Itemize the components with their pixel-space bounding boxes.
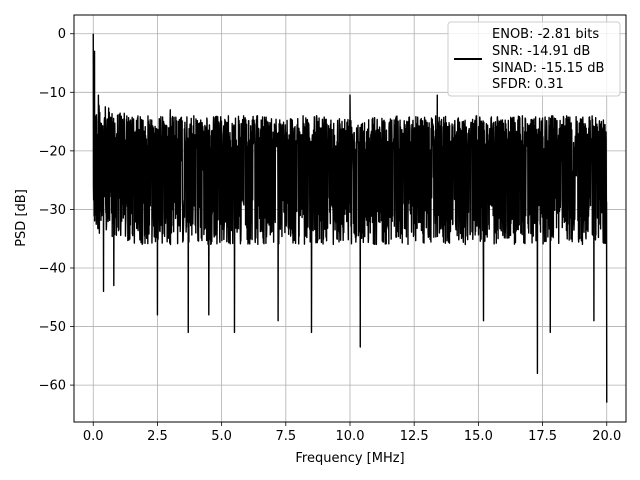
y-axis-label: PSD [dB] (14, 189, 29, 247)
y-tick-label: −10 (39, 86, 66, 101)
x-axis: 0.0 2.5 5.0 7.5 10.0 12.5 15.0 17.5 20.0 (83, 422, 621, 444)
x-tick-label: 7.5 (275, 429, 296, 444)
x-tick-label: 5.0 (211, 429, 232, 444)
legend-entry-enob: ENOB: -2.81 bits (492, 27, 599, 42)
legend-entry-snr: SNR: -14.91 dB (492, 44, 590, 59)
legend-entry-sfdr: SFDR: 0.31 (492, 77, 564, 92)
y-tick-label: −60 (39, 379, 66, 394)
x-tick-label: 17.5 (528, 429, 557, 444)
legend-box (447, 21, 621, 97)
x-tick-label: 10.0 (336, 429, 365, 444)
legend-entry-sinad: SINAD: -15.15 dB (492, 61, 604, 76)
y-tick-label: 0 (58, 27, 66, 42)
psd-series-line (92, 33, 608, 403)
x-tick-label: 2.5 (147, 429, 168, 444)
y-axis: 0 −10 −20 −30 −40 −50 −60 (39, 27, 74, 394)
y-tick-label: −40 (39, 261, 66, 276)
x-tick-label: 20.0 (592, 429, 621, 444)
y-tick-label: −20 (39, 144, 66, 159)
x-tick-label: 0.0 (83, 429, 104, 444)
x-axis-label: Frequency [MHz] (295, 451, 404, 466)
legend: ENOB: -2.81 bits SNR: -14.91 dB SINAD: -… (447, 21, 621, 97)
series-layer (92, 33, 608, 403)
y-tick-label: −30 (39, 203, 66, 218)
x-tick-label: 15.0 (464, 429, 493, 444)
x-tick-label: 12.5 (400, 429, 429, 444)
y-tick-label: −50 (39, 320, 66, 335)
